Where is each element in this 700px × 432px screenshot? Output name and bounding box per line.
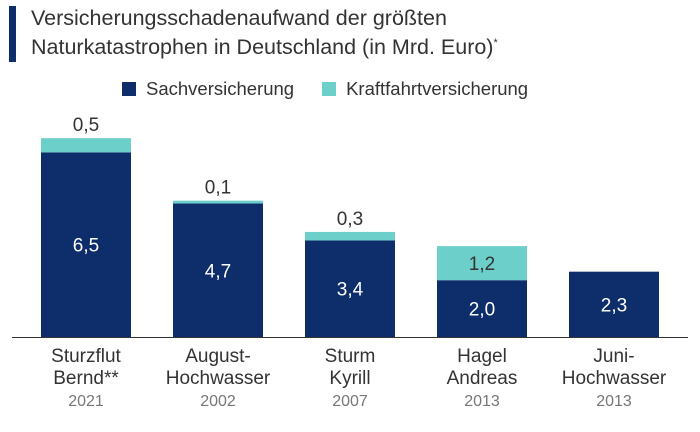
chart-title-line-2: Naturkatastrophen in Deutschland (in Mrd… <box>31 33 691 62</box>
chart-title: Versicherungsschadenaufwand der größten … <box>31 4 691 62</box>
category-label-5-line-2: Hochwasser <box>562 368 667 389</box>
data-label-kraftfahrtversicherung-1: 0,5 <box>73 115 99 136</box>
data-label-kraftfahrtversicherung-2: 0,1 <box>205 178 231 199</box>
category-label-2-line-1: August- <box>185 346 250 367</box>
data-label-sachversicherung-2: 4,7 <box>205 261 231 282</box>
data-label-sachversicherung-4: 2,0 <box>469 300 495 321</box>
bar-kraftfahrtversicherung-2 <box>173 200 263 204</box>
chart-legend: Sachversicherung Kraftfahrtversicherung <box>122 78 556 100</box>
category-year-3: 2007 <box>332 393 368 410</box>
legend-item-kraftfahrtversicherung: Kraftfahrtversicherung <box>322 78 528 100</box>
category-label-4-line-2: Andreas <box>447 368 518 389</box>
data-label-kraftfahrtversicherung-3: 0,3 <box>337 209 363 230</box>
data-label-kraftfahrtversicherung-4: 1,2 <box>469 254 495 275</box>
chart-title-line-2-text: Naturkatastrophen in Deutschland (in Mrd… <box>31 35 494 59</box>
legend-swatch-kraftfahrtversicherung <box>322 82 337 96</box>
title-footnote-mark: * <box>493 36 498 49</box>
data-label-sachversicherung-5: 2,3 <box>601 295 627 316</box>
bar-sachversicherung-5 <box>569 271 659 337</box>
category-year-1: 2021 <box>68 393 104 410</box>
legend-label-kraftfahrtversicherung: Kraftfahrtversicherung <box>346 78 529 99</box>
legend-label-sachversicherung: Sachversicherung <box>146 78 295 99</box>
legend-swatch-sachversicherung <box>122 82 136 96</box>
bar-sachversicherung-4 <box>437 280 527 337</box>
bar-kraftfahrtversicherung-4 <box>437 246 527 281</box>
bar-sachversicherung-2 <box>173 203 263 337</box>
category-label-2-line-2: Hochwasser <box>166 368 271 389</box>
category-label-3-line-1: Sturm <box>325 346 376 367</box>
category-year-2: 2002 <box>200 393 236 410</box>
category-label-5-line-1: Juni- <box>593 346 634 367</box>
bar-sachversicherung-1 <box>41 152 131 337</box>
category-label-1-line-2: Bernd** <box>53 368 119 389</box>
title-accent-bar <box>9 6 16 62</box>
data-label-sachversicherung-3: 3,4 <box>337 280 364 301</box>
bar-kraftfahrtversicherung-3 <box>305 231 395 241</box>
category-year-5: 2013 <box>596 393 632 410</box>
category-label-4-line-1: Hagel <box>457 346 507 367</box>
category-year-4: 2013 <box>464 393 500 410</box>
category-label-3-line-2: Kyrill <box>329 368 370 389</box>
bar-sachversicherung-3 <box>305 240 395 337</box>
category-label-1-line-1: Sturzflut <box>51 346 121 367</box>
bar-kraftfahrtversicherung-1 <box>41 138 131 153</box>
chart-title-line-1: Versicherungsschadenaufwand der größten <box>31 6 447 30</box>
legend-item-sachversicherung: Sachversicherung <box>122 78 294 100</box>
data-label-sachversicherung-1: 6,5 <box>73 236 99 257</box>
